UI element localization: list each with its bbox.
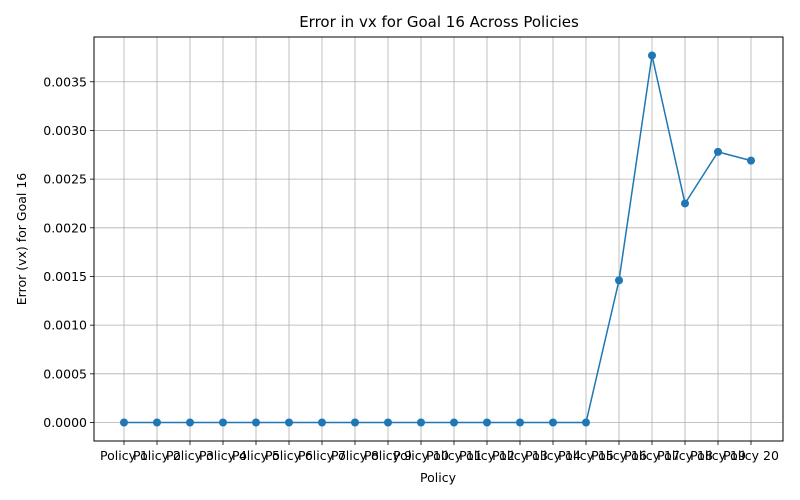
x-tick-label: Policy 9	[364, 448, 412, 463]
x-tick-label: Policy 20	[723, 448, 779, 463]
data-point	[417, 418, 425, 427]
data-point	[582, 418, 590, 427]
y-tick-label: 0.0025	[43, 172, 87, 187]
x-tick-label: Policy 15	[558, 448, 614, 463]
y-tick-label: 0.0035	[43, 74, 87, 89]
x-tick-label: Policy 5	[232, 448, 280, 463]
y-tick-label: 0.0020	[43, 220, 87, 235]
x-tick-label: Policy 17	[624, 448, 680, 463]
data-point	[516, 418, 524, 427]
x-tick-label: Policy 12	[459, 448, 515, 463]
x-tick-label: Policy 1	[100, 448, 148, 463]
y-axis-ticks: 0.0000 0.0005 0.0010 0.0015 0.0020 0.0025 0.00…	[43, 74, 94, 430]
plot-frame	[93, 36, 784, 442]
y-tick-label: 0.0000	[43, 415, 87, 430]
data-point	[285, 418, 293, 427]
y-axis-title: Error (vx) for Goal 16	[14, 173, 29, 306]
x-tick-label: Policy 7	[298, 448, 346, 463]
data-point	[153, 418, 161, 427]
data-point	[120, 418, 128, 427]
y-tick-label: 0.0010	[43, 318, 87, 333]
x-tick-label: Policy 8	[331, 448, 379, 463]
x-axis-title: Policy	[420, 470, 457, 485]
x-tick-label: Policy 11	[426, 448, 482, 463]
x-tick-label: Policy 3	[166, 448, 214, 463]
data-point	[318, 418, 326, 427]
y-tick-label: 0.0030	[43, 123, 87, 138]
data-point	[714, 147, 722, 156]
x-tick-label: Policy 14	[525, 448, 581, 463]
x-tick-label: Policy 10	[393, 448, 449, 463]
plot-series	[120, 51, 755, 427]
x-tick-label: Policy 16	[591, 448, 647, 463]
data-point	[549, 418, 557, 427]
chart-title: Error in vx for Goal 16 Across Policies	[299, 13, 579, 31]
data-point	[483, 418, 491, 427]
y-tick-label: 0.0015	[43, 269, 87, 284]
x-tick-label: Policy 18	[657, 448, 713, 463]
data-point	[648, 51, 656, 60]
x-tick-label: Policy 2	[133, 448, 181, 463]
data-point	[384, 418, 392, 427]
x-tick-label: Policy 6	[265, 448, 313, 463]
data-point	[186, 418, 194, 427]
x-tick-label: Policy 19	[690, 448, 746, 463]
data-point	[681, 199, 689, 208]
data-point	[450, 418, 458, 427]
grid	[94, 37, 783, 441]
data-point	[219, 418, 227, 427]
data-point	[747, 156, 755, 165]
data-point	[252, 418, 260, 427]
x-tick-label: Policy 4	[199, 448, 247, 463]
data-point	[615, 276, 623, 285]
series-line	[124, 54, 752, 424]
x-tick-label: Policy 13	[492, 448, 548, 463]
y-tick-label: 0.0005	[43, 366, 87, 381]
data-point	[351, 418, 359, 427]
